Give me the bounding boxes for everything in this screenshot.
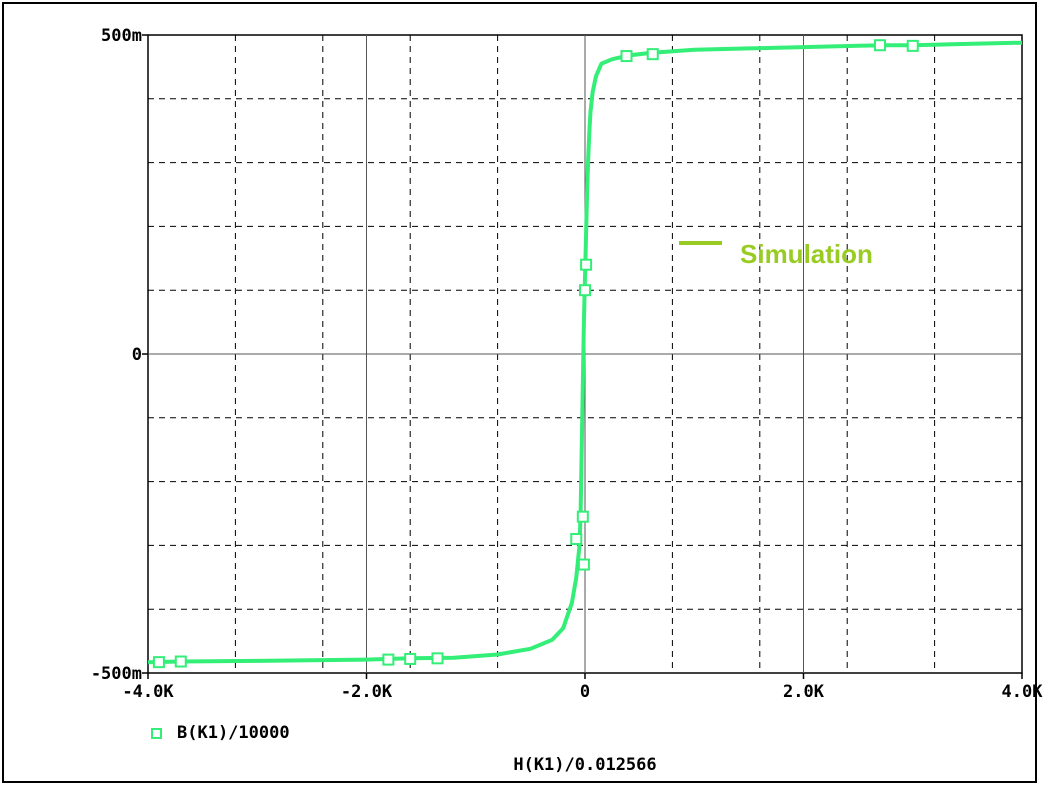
annotation: Simulation (679, 239, 873, 269)
series-marker (646, 48, 659, 61)
y-tick-label: 500m (101, 26, 142, 46)
x-axis-label: H(K1)/0.012566 (513, 755, 656, 775)
x-tick-label: -4.0K (122, 682, 174, 702)
series-marker (906, 39, 919, 52)
series-marker (577, 558, 590, 571)
y-tick-label: -500m (91, 664, 142, 684)
legend: B(K1)/10000 (151, 723, 290, 743)
x-tick-label: 2.0K (783, 682, 825, 702)
series-layer (147, 39, 1023, 669)
x-tick-label: -2.0K (341, 682, 393, 702)
series-line (147, 40, 1023, 665)
series-marker (404, 652, 417, 665)
legend-marker (151, 728, 162, 739)
series-marker (580, 258, 593, 271)
y-tick-label: 0 (132, 345, 142, 365)
series-marker (431, 652, 444, 665)
series-marker (570, 533, 583, 546)
series-marker (620, 50, 633, 63)
series-marker (174, 655, 187, 668)
x-tick-label: 4.0K (1002, 682, 1043, 702)
legend-label: B(K1)/10000 (177, 723, 290, 743)
series-marker (152, 656, 165, 669)
series-marker (382, 653, 395, 666)
tick-labels: -4.0K -2.0K 0 2.0K 4.0K 500m 0 -500m (91, 26, 1043, 702)
series-marker (576, 510, 589, 523)
series-marker (873, 39, 886, 52)
series-marker (579, 284, 591, 297)
x-tick-label: 0 (580, 682, 590, 702)
annotation-text: Simulation (740, 239, 873, 269)
